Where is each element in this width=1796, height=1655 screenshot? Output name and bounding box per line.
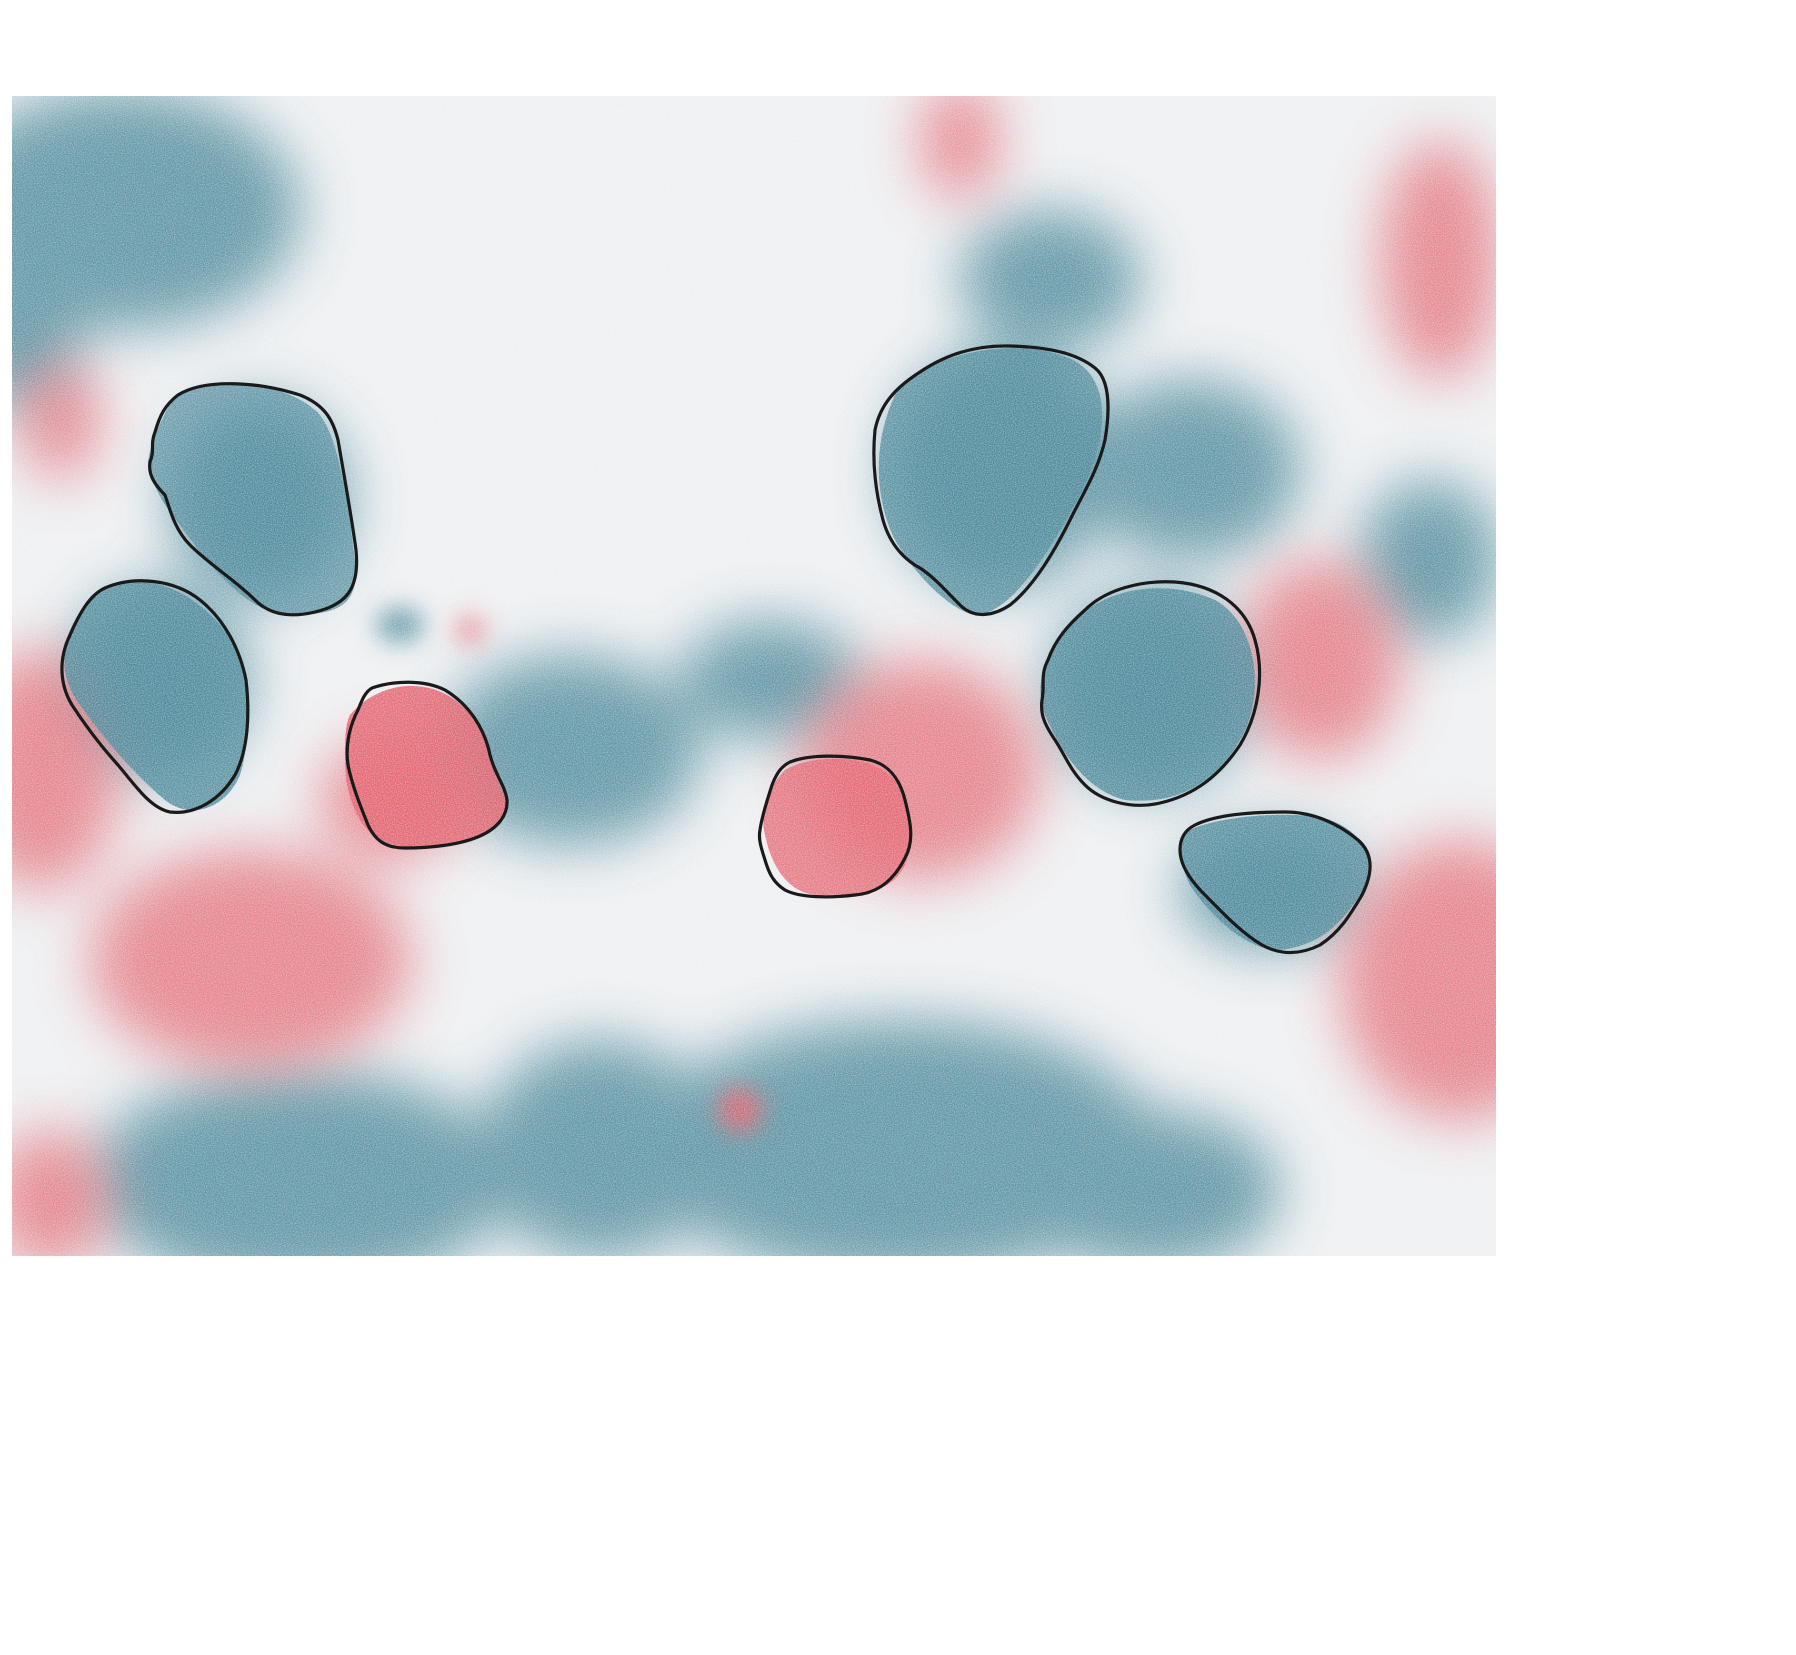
cell-outline-6 <box>1039 580 1262 807</box>
cell-outline-1 <box>148 382 359 617</box>
cell-outlines <box>60 344 1372 955</box>
map-field <box>12 96 1496 1256</box>
speckle-texture <box>12 96 1496 1256</box>
cell-outline-3 <box>345 680 509 850</box>
cell-outline-2 <box>60 579 250 814</box>
cell-outline-7 <box>1178 810 1372 955</box>
cell-outline-4 <box>757 754 913 899</box>
cell-outline-5 <box>872 344 1110 616</box>
